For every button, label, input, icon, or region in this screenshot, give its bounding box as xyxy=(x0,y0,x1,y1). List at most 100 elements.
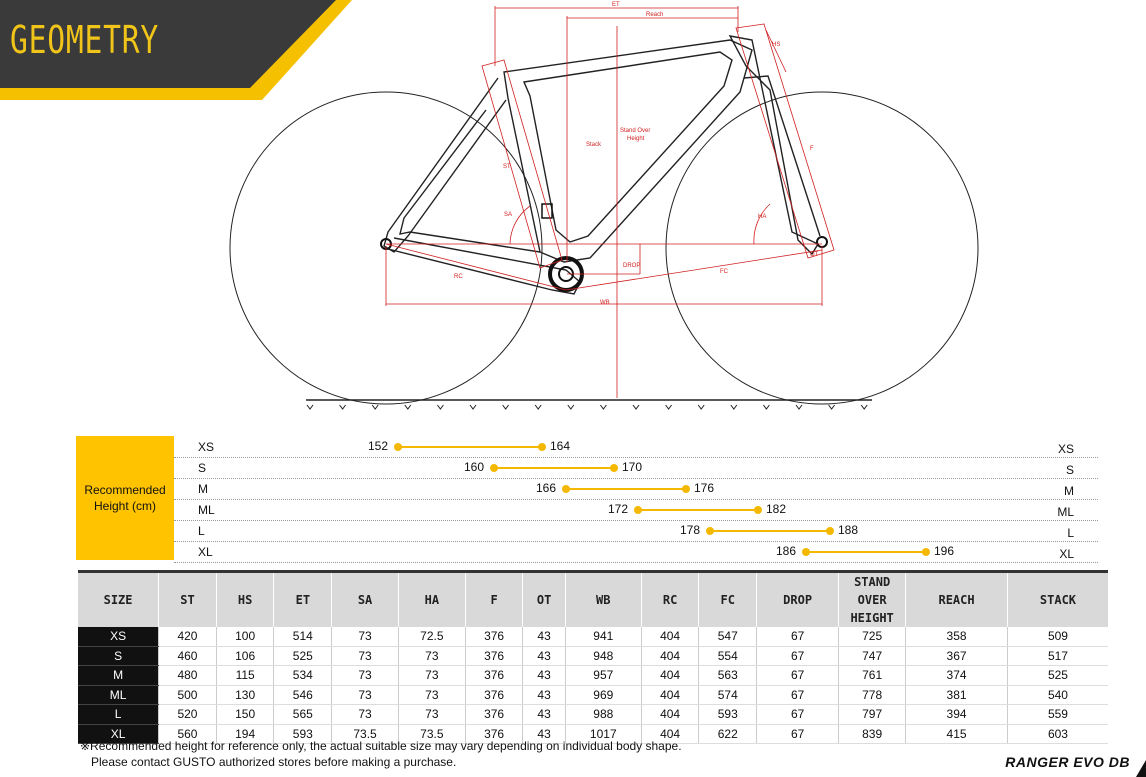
label-ot: OT xyxy=(810,252,819,258)
size-cell: XL xyxy=(78,724,160,744)
table-cell: 73 xyxy=(398,685,466,705)
table-cell: 194 xyxy=(216,724,275,744)
table-cell: 415 xyxy=(905,724,1008,744)
ground-tick xyxy=(763,404,770,410)
recommended-row: XS 152 164 XS xyxy=(174,436,1098,458)
column-header: FC xyxy=(698,571,758,627)
recommended-range-bar xyxy=(494,467,614,469)
recommended-label-line1: Recommended xyxy=(84,483,166,497)
footnote-line1: ※Recommended height for reference only, … xyxy=(80,739,682,753)
recommended-max-dot xyxy=(682,485,690,493)
table-cell: 73 xyxy=(331,704,399,725)
recommended-row: XL 186 196 XL xyxy=(174,541,1098,563)
table-cell: 957 xyxy=(565,665,642,686)
recommended-min: 172 xyxy=(608,502,629,516)
table-cell: 559 xyxy=(1007,704,1108,725)
recommended-row: ML 172 182 ML xyxy=(174,499,1098,521)
table-cell: 376 xyxy=(465,665,524,686)
ground-tick xyxy=(828,404,835,410)
label-height: Height xyxy=(627,136,645,142)
table-cell: 43 xyxy=(522,646,566,666)
frame-outline xyxy=(383,35,821,295)
recommended-max: 176 xyxy=(694,481,715,495)
ground-tick xyxy=(404,404,412,410)
column-header: ST xyxy=(158,571,217,627)
table-cell: 43 xyxy=(522,724,566,744)
column-header: REACH xyxy=(905,571,1008,627)
table-cell: 1017 xyxy=(565,724,642,744)
recommended-size-right: XS xyxy=(1057,442,1074,456)
table-row: ML 500 130 546 73 73 376 43 969 404 574 67 778 381 540 xyxy=(78,685,1108,705)
table-cell: 420 xyxy=(158,627,217,647)
recommended-height-chart: XS 152 164 XS S 160 170 S M 166 176 M ML 172 182 ML L 178… xyxy=(174,436,1098,563)
footnote: ※Recommended height for reference only, … xyxy=(80,738,682,770)
table-cell: 404 xyxy=(641,685,700,705)
table-cell: 67 xyxy=(756,724,840,744)
recommended-range-bar xyxy=(398,446,542,448)
table-row: L 520 150 565 73 73 376 43 988 404 593 67 797 394 559 xyxy=(78,704,1108,725)
column-header: WB xyxy=(565,571,642,627)
size-cell: L xyxy=(78,704,160,725)
table-cell: 376 xyxy=(465,704,524,725)
recommended-size-left: M xyxy=(198,482,208,496)
recommended-size-right: XL xyxy=(1059,547,1074,561)
label-stand-over: Stand Over xyxy=(620,128,650,134)
table-cell: 593 xyxy=(273,724,333,744)
table-cell: 72.5 xyxy=(398,627,466,647)
recommended-label-line2: Height (cm) xyxy=(93,499,156,513)
table-cell: 948 xyxy=(565,646,642,666)
front-wheel xyxy=(665,91,979,405)
table-cell: 546 xyxy=(273,685,333,705)
ground-tick xyxy=(697,404,705,410)
recommended-size-left: L xyxy=(198,524,205,538)
table-cell: 73 xyxy=(331,665,399,686)
recommended-min: 160 xyxy=(464,460,485,474)
table-cell: 67 xyxy=(756,646,840,666)
label-et: ET xyxy=(612,2,620,8)
table-cell: 73 xyxy=(398,646,466,666)
table-cell: 43 xyxy=(522,704,566,725)
label-hs: HS xyxy=(772,42,780,48)
recommended-max-dot xyxy=(922,548,930,556)
recommended-size-right: S xyxy=(1065,463,1074,477)
dimension-labels: ET Reach HS Stack Stand Over Height ST S… xyxy=(454,2,819,306)
ground-tick xyxy=(730,404,738,410)
front-axle xyxy=(816,236,828,248)
column-header: HS xyxy=(216,571,275,627)
table-cell: 404 xyxy=(641,665,700,686)
recommended-min: 178 xyxy=(680,523,701,537)
table-cell: 100 xyxy=(216,627,275,647)
table-cell: 969 xyxy=(565,685,642,705)
recommended-row: S 160 170 S xyxy=(174,457,1098,479)
table-cell: 376 xyxy=(465,646,524,666)
table-cell: 115 xyxy=(216,665,275,686)
table-header-row: SIZE ST HS ET SA HA F OT WB RC FC DROP STAND OVER HEI… xyxy=(78,571,1108,627)
geometry-table: SIZE ST HS ET SA HA F OT WB RC FC DROP STAND OVER HEI… xyxy=(78,570,1108,744)
column-header: SA xyxy=(331,571,399,627)
recommended-max-dot xyxy=(538,443,546,451)
ground-tick xyxy=(437,404,444,410)
table-cell: 106 xyxy=(216,646,275,666)
table-cell: 358 xyxy=(905,627,1008,647)
header-banner xyxy=(0,0,352,100)
table-cell: 593 xyxy=(698,704,758,725)
recommended-max: 182 xyxy=(766,502,787,516)
table-cell: 525 xyxy=(1007,665,1108,686)
table-cell: 761 xyxy=(838,665,907,686)
recommended-size-right: ML xyxy=(1057,505,1074,519)
table-cell: 73.5 xyxy=(398,724,466,744)
table-cell: 534 xyxy=(273,665,333,686)
column-header: F xyxy=(465,571,524,627)
table-cell: 43 xyxy=(522,685,566,705)
footnote-line2: Please contact GUSTO authorized stores b… xyxy=(91,755,457,769)
table-cell: 73 xyxy=(331,685,399,705)
ground-tick xyxy=(600,404,607,410)
table-cell: 460 xyxy=(158,646,217,666)
recommended-row: L 178 188 L xyxy=(174,520,1098,542)
recommended-min: 166 xyxy=(536,481,557,495)
label-sa: SA xyxy=(504,212,512,218)
table-cell: 560 xyxy=(158,724,217,744)
bottom-bracket xyxy=(548,256,584,292)
recommended-max: 188 xyxy=(838,523,859,537)
recommended-range-bar xyxy=(710,530,830,532)
